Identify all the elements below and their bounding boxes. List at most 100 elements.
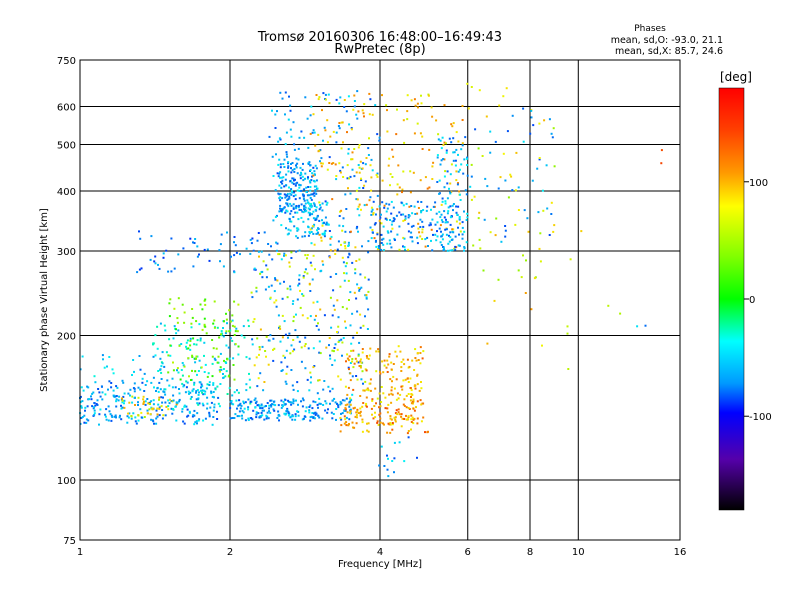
data-point — [282, 354, 285, 357]
data-point — [434, 201, 437, 204]
data-point — [208, 411, 211, 414]
data-point — [314, 413, 317, 416]
data-point — [344, 418, 347, 421]
data-point — [298, 197, 301, 200]
data-point — [273, 409, 276, 412]
data-point — [310, 415, 313, 418]
data-point — [421, 238, 424, 240]
data-point — [198, 402, 201, 405]
data-point — [364, 294, 367, 297]
data-point — [207, 372, 210, 375]
data-point — [530, 116, 533, 119]
data-point — [258, 346, 261, 348]
data-point — [203, 389, 206, 392]
data-point — [187, 390, 190, 393]
data-point — [312, 210, 315, 213]
data-point — [329, 390, 332, 393]
data-point — [351, 168, 354, 171]
data-point — [199, 339, 202, 342]
data-point — [329, 237, 332, 240]
data-point — [138, 268, 141, 271]
data-point — [203, 317, 206, 320]
data-point — [346, 411, 349, 414]
data-point — [201, 308, 204, 311]
data-point — [395, 133, 398, 136]
data-point — [457, 226, 459, 229]
data-point — [355, 360, 358, 363]
data-point — [181, 408, 184, 410]
colorbar-label: [deg] — [720, 70, 752, 84]
data-point — [463, 246, 466, 248]
data-point — [413, 409, 416, 412]
data-point — [477, 217, 480, 220]
data-point — [80, 386, 83, 389]
data-point — [291, 415, 294, 418]
data-point — [390, 401, 393, 404]
data-point — [303, 271, 306, 274]
data-point — [346, 164, 349, 167]
data-point — [533, 277, 536, 280]
data-point — [182, 247, 185, 250]
data-point — [383, 423, 385, 426]
data-point — [398, 211, 401, 214]
data-point — [111, 416, 114, 418]
data-point — [463, 230, 466, 233]
data-point — [336, 248, 339, 251]
data-point — [376, 172, 379, 175]
data-point — [383, 204, 386, 207]
data-point — [318, 340, 321, 343]
data-point — [137, 419, 140, 422]
data-point — [340, 338, 343, 341]
data-point — [232, 357, 235, 360]
data-point — [449, 236, 452, 239]
data-point — [452, 137, 455, 140]
data-point — [366, 328, 369, 330]
data-point — [365, 296, 368, 299]
data-point — [309, 419, 312, 422]
data-point — [126, 421, 129, 424]
data-point — [435, 119, 438, 122]
data-point — [393, 416, 396, 419]
data-point — [440, 230, 442, 233]
data-point — [310, 264, 313, 267]
data-point — [139, 388, 142, 391]
data-point — [258, 416, 261, 419]
data-point — [181, 374, 184, 377]
data-point — [217, 355, 220, 358]
data-point — [143, 400, 145, 403]
data-point — [405, 202, 408, 205]
data-point — [210, 392, 213, 395]
data-point — [266, 268, 269, 271]
data-point — [255, 356, 258, 359]
data-point — [410, 231, 413, 234]
data-point — [286, 194, 289, 197]
data-point — [133, 382, 136, 385]
data-point — [356, 208, 359, 211]
data-point — [407, 230, 410, 233]
data-point — [320, 157, 323, 160]
data-point — [394, 350, 397, 353]
data-point — [321, 224, 324, 227]
data-point — [309, 261, 312, 264]
data-point — [267, 417, 270, 420]
data-point — [400, 413, 403, 416]
data-point — [309, 189, 312, 192]
data-point — [301, 293, 304, 296]
data-point — [316, 300, 319, 303]
data-point — [345, 208, 348, 210]
data-point — [285, 131, 288, 134]
data-point — [386, 109, 388, 112]
data-point — [268, 339, 271, 342]
data-point — [340, 402, 343, 405]
data-point — [211, 423, 214, 426]
data-point — [284, 113, 286, 116]
data-point — [133, 370, 135, 373]
data-point — [370, 189, 373, 192]
data-point — [358, 289, 361, 292]
data-point — [206, 383, 209, 386]
data-point — [536, 167, 539, 170]
data-point — [443, 141, 446, 144]
data-point — [342, 225, 345, 228]
data-point — [231, 314, 234, 317]
data-point — [281, 314, 284, 317]
